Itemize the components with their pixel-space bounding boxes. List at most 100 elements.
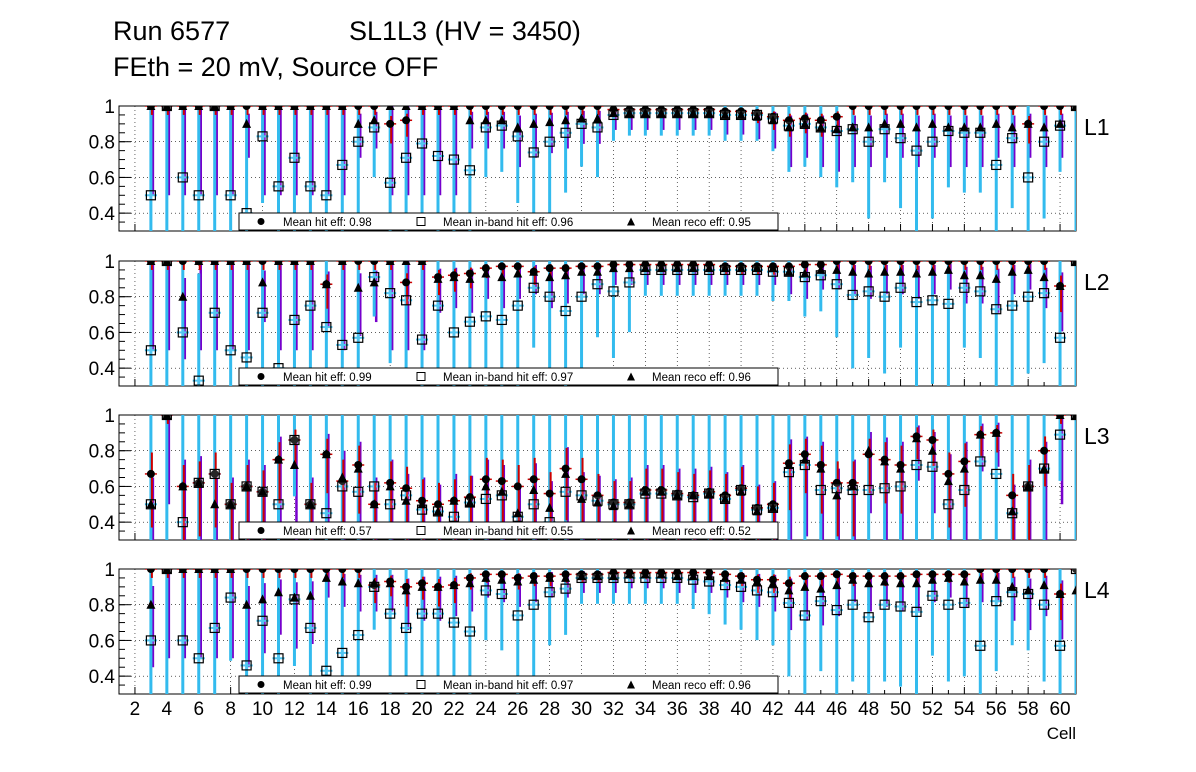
hit-marker [561,264,570,273]
reco-marker [752,111,762,121]
inband-marker [863,136,874,147]
inband-marker [751,585,763,596]
hit-marker [832,478,841,487]
inband-marker [385,499,396,510]
inband-marker [145,345,156,356]
x-tick-label: 58 [1018,699,1039,720]
inband-marker [1007,300,1018,311]
reco-marker [369,578,379,588]
legend-reco-marker [627,217,635,226]
reco-marker [497,574,507,584]
hit-marker [481,475,490,484]
inband-marker [353,136,364,147]
x-tick-label: 50 [890,699,911,720]
inband-marker [305,181,316,192]
inband-marker [959,282,970,293]
hit-marker [593,491,602,500]
inband-marker [512,610,523,621]
inband-marker [959,484,970,496]
reco-marker [943,572,953,582]
reco-marker [1007,581,1017,591]
reco-marker [848,266,858,276]
inband-marker [337,481,348,492]
reco-marker [991,273,1001,283]
y-tick-label: 1 [104,97,115,118]
legend-box [238,367,779,386]
x-tick-label: 32 [603,699,624,720]
reco-marker [1055,281,1065,290]
hit-marker [944,261,953,265]
reco-marker [178,106,188,110]
reco-marker [337,472,347,482]
hit-marker [497,262,506,271]
hit-marker [800,114,809,123]
inband-marker [991,159,1002,171]
y-tick-label: 1 [104,560,115,581]
hit-marker [402,278,411,287]
reco-marker [593,113,602,123]
reco-marker [864,445,874,455]
reco-marker [242,481,252,491]
hit-marker [1008,491,1017,500]
inband-marker [975,286,986,297]
x-tick-label: 24 [475,699,497,720]
reco-marker [146,499,156,509]
inband-marker [1054,429,1066,440]
hit-marker [513,482,522,491]
reco-marker [896,578,906,588]
inband-marker [225,592,236,603]
hit-marker [274,569,283,573]
hit-marker [1072,569,1076,573]
inband-marker [464,316,475,327]
panel-l4: 0.4 0.6 0.8 1 L4 Mean hit eff: 0.99 Mean in-ba… [89,560,1110,695]
legend-inband-marker [416,526,426,535]
reco-marker [289,592,299,602]
hit-marker [976,569,985,573]
inband-marker [943,298,954,309]
hit-marker [912,570,921,579]
reco-marker [513,576,523,586]
hit-marker [832,112,841,121]
inband-marker [991,468,1002,480]
reco-marker [912,578,921,588]
reco-marker [704,263,714,273]
legend-reco-marker [627,680,635,689]
reco-marker [752,576,762,586]
reco-marker [545,502,555,512]
inband-marker [496,588,507,600]
reco-marker [449,106,459,110]
reco-marker [210,499,220,509]
x-tick-label: 28 [539,699,560,720]
inband-marker [145,190,156,201]
x-tick-label: 16 [348,699,369,720]
inband-marker [321,665,332,676]
reco-marker [608,263,618,273]
hit-marker [912,261,921,265]
reco-marker [401,106,411,110]
reco-marker [593,571,602,581]
reco-marker [784,122,794,132]
chart-title-line1: Run 6577 SL1L3 (HV = 3450) [113,16,581,47]
x-tick-label: 54 [954,699,976,720]
inband-marker [927,590,938,601]
hit-marker [402,116,411,125]
reco-marker [720,493,730,503]
reco-marker [369,499,379,509]
reco-marker [752,506,762,516]
reco-marker [337,261,347,265]
reco-marker [864,578,874,588]
hit-marker [1008,569,1017,573]
hit-marker [146,569,155,573]
inband-marker [448,511,460,522]
reco-marker [146,261,156,265]
inband-marker [991,304,1002,315]
y-tick-label: 0.4 [89,359,116,380]
inband-marker [943,499,954,510]
legend-reco-text: Mean reco eff: 0.96 [652,680,751,692]
inband-marker [831,604,842,616]
hit-marker [1056,106,1065,110]
hit-marker [577,475,586,484]
inband-marker [305,622,316,634]
legend-box [238,212,779,231]
legend-hit-marker [257,218,265,225]
